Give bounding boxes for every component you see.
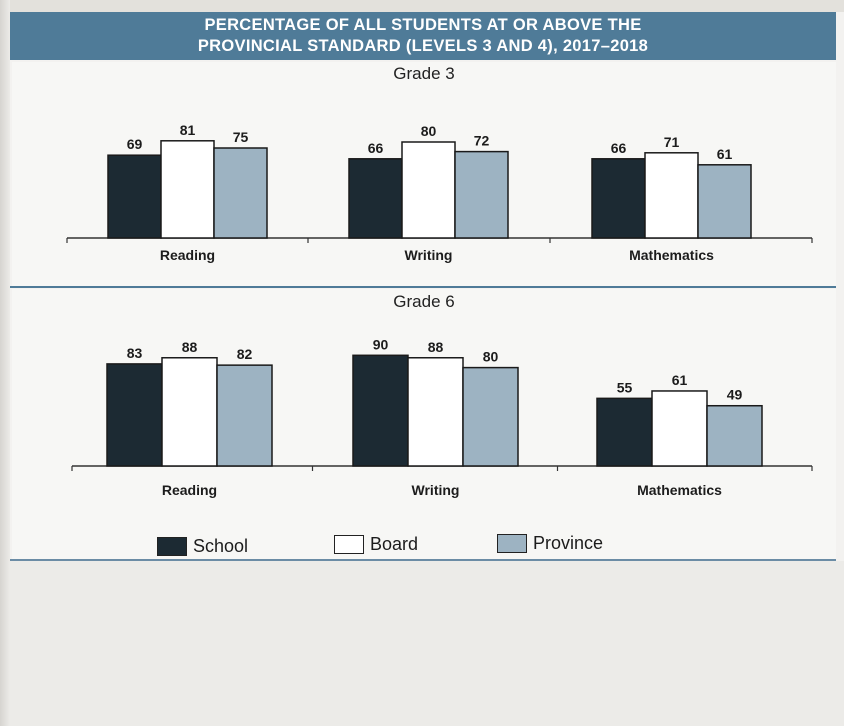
cropped-text-strip — [10, 0, 844, 12]
grade-3-bar-mathematics-province — [697, 164, 752, 239]
grade-6-category-label-writing: Writing — [412, 482, 460, 498]
grade-6-category-label-mathematics: Mathematics — [637, 482, 722, 498]
grade-6-bar-writing-school — [352, 354, 409, 467]
grade-6-bar-reading-province — [216, 364, 273, 467]
grade-3-bar-mathematics-school — [591, 158, 646, 239]
grade-6-bar-reading-school — [106, 363, 163, 467]
blank-page-area — [10, 561, 844, 726]
grade-3-data-label-mathematics-province: 61 — [717, 146, 733, 162]
legend-province-label: Province — [533, 533, 604, 553]
grade-3-bar-writing-province — [454, 150, 509, 239]
legend-school-swatch — [157, 537, 187, 556]
grade-6-data-label-reading-province: 82 — [237, 346, 253, 362]
grade-3-category-label-mathematics: Mathematics — [629, 247, 714, 263]
chart-header: PERCENTAGE OF ALL STUDENTS AT OR ABOVE T… — [10, 12, 836, 60]
grade-6-bar-writing-province — [462, 366, 519, 467]
grade-3-panel: Grade 3 69 81 75 Reading 66 80 72 Writing 66 71 61… — [12, 62, 836, 286]
grade-3-bar-reading-province — [213, 147, 268, 239]
legend-school: School — [157, 536, 248, 557]
grade-6-title: Grade 6 — [393, 292, 455, 311]
grade-3-data-label-writing-school: 66 — [368, 140, 384, 156]
grade-3-bar-chart: 69 81 75 Reading 66 80 72 Writing 66 71 61 Mathemat… — [66, 122, 813, 263]
legend-board-label: Board — [370, 534, 419, 554]
header-title-line-1: PERCENTAGE OF ALL STUDENTS AT OR ABOVE T… — [204, 16, 642, 34]
grade-6-data-label-writing-school: 90 — [373, 336, 389, 352]
grade-6-bar-chart: 83 88 82 Reading 90 88 80 Writing 55 61 49 Mathemat… — [71, 336, 813, 498]
legend-province-swatch — [497, 534, 527, 553]
grade-3-bar-reading-school — [107, 154, 162, 239]
grade-3-data-label-reading-province: 75 — [233, 129, 249, 145]
grade-3-data-label-reading-school: 69 — [127, 136, 143, 152]
grade-6-data-label-reading-school: 83 — [127, 345, 143, 361]
grade-3-category-label-reading: Reading — [160, 247, 215, 263]
bottom-divider — [10, 559, 836, 561]
grade-6-bar-mathematics-province — [706, 404, 763, 467]
grade-6-data-label-writing-province: 80 — [483, 349, 499, 365]
grade-6-bar-mathematics-school — [596, 397, 653, 467]
grade-6-data-label-mathematics-province: 49 — [727, 387, 743, 403]
grade-6-data-label-writing-board: 88 — [428, 339, 444, 355]
grade-3-data-label-mathematics-board: 71 — [664, 134, 680, 150]
grade-6-panel: Grade 6 83 88 82 Reading 90 88 80 Writing 55 61 49… — [12, 289, 836, 559]
grade-6-category-label-reading: Reading — [162, 482, 217, 498]
grade-6-bar-writing-board — [407, 357, 464, 467]
grade-3-data-label-writing-board: 80 — [421, 123, 437, 139]
grade-3-title: Grade 3 — [393, 64, 455, 83]
photo-edge — [0, 0, 10, 726]
grade-3-bar-writing-school — [348, 158, 403, 239]
section-divider — [10, 286, 836, 288]
grade-3-bar-reading-board — [160, 140, 215, 239]
grade-6-data-label-reading-board: 88 — [182, 339, 198, 355]
grade-3-data-label-mathematics-school: 66 — [611, 140, 627, 156]
legend-board: Board — [334, 534, 418, 555]
legend-board-swatch — [334, 535, 364, 554]
grade-6-data-label-mathematics-school: 55 — [617, 379, 633, 395]
grade-6-bar-mathematics-board — [651, 390, 708, 467]
grade-3-data-label-reading-board: 81 — [180, 122, 196, 138]
legend-school-label: School — [193, 536, 249, 556]
grade-3-bar-writing-board — [401, 141, 456, 239]
grade-6-data-label-mathematics-board: 61 — [672, 372, 688, 388]
grade-3-category-label-writing: Writing — [405, 247, 453, 263]
header-title-line-2: PROVINCIAL STANDARD (LEVELS 3 AND 4), 20… — [197, 37, 649, 55]
grade-6-bar-reading-board — [161, 357, 218, 467]
grade-3-bar-mathematics-board — [644, 152, 699, 239]
grade-3-data-label-writing-province: 72 — [474, 133, 490, 149]
legend-province: Province — [497, 533, 603, 554]
